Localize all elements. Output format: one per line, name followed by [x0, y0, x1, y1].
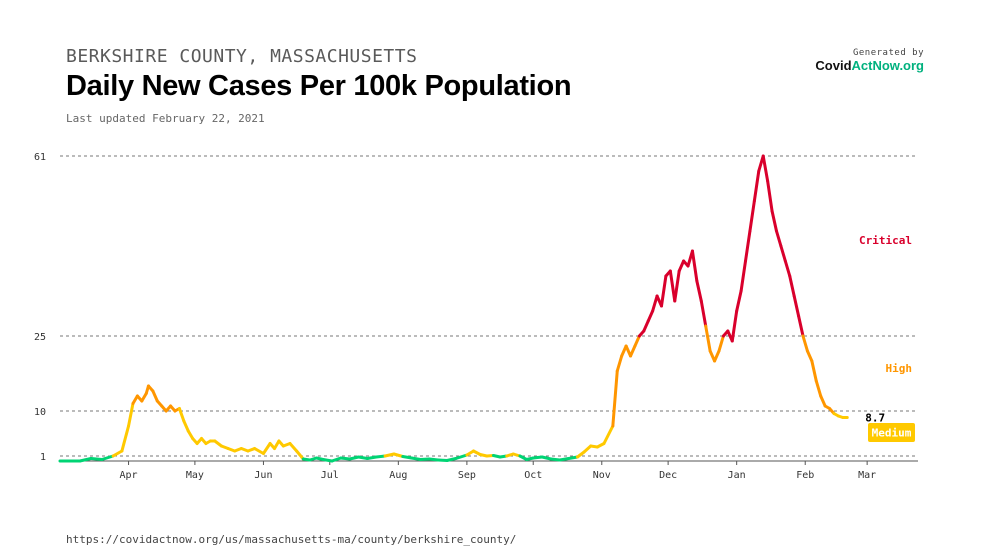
line-segment	[89, 457, 104, 461]
line-segment	[673, 269, 681, 303]
line-segment	[730, 309, 739, 343]
zone-label-high: High	[886, 362, 913, 375]
y-tick-label-61: 61	[34, 152, 46, 163]
line-segment	[651, 294, 659, 313]
line-segment	[717, 334, 725, 353]
line-segment	[748, 199, 756, 233]
line-segment	[744, 229, 752, 263]
line-segment	[770, 209, 778, 233]
line-segment	[445, 457, 458, 462]
line-segment	[78, 457, 93, 463]
line-segment	[819, 394, 827, 408]
line-segment	[801, 334, 809, 353]
x-tick-label-mar: Mar	[858, 470, 876, 481]
x-tick-label-dec: Dec	[659, 470, 677, 481]
line-segment	[690, 249, 699, 283]
line-segment	[695, 279, 703, 303]
line-segment	[100, 454, 115, 461]
line-segment	[330, 456, 343, 463]
zone-label-critical: Critical	[859, 234, 912, 247]
line-segment	[261, 442, 272, 455]
source-url[interactable]: https://covidactnow.org/us/massachusetts…	[66, 533, 517, 546]
line-segment	[713, 349, 721, 363]
chart-title: Daily New Cases Per 100k Population	[66, 70, 572, 102]
line-segment	[111, 449, 124, 458]
line-segment	[752, 169, 761, 203]
line-segment	[454, 453, 469, 460]
chart-subtitle: BERKSHIRE COUNTY, MASSACHUSETTS	[66, 46, 418, 67]
line-segment	[151, 389, 159, 403]
line-segment	[659, 274, 668, 308]
line-segment	[383, 452, 396, 458]
x-tick-label-oct: Oct	[524, 470, 542, 481]
line-segment	[253, 447, 265, 455]
line-segment	[699, 299, 708, 328]
x-tick-label-nov: Nov	[593, 470, 611, 481]
line-segment	[611, 369, 619, 428]
line-segment	[127, 402, 135, 428]
line-segment	[774, 229, 783, 248]
line-segment	[761, 154, 770, 183]
line-segment	[810, 359, 818, 383]
line-segment	[392, 452, 405, 458]
line-segment	[177, 407, 186, 423]
line-segment	[602, 424, 615, 445]
line-segment	[779, 244, 787, 263]
line-segment	[739, 259, 748, 293]
medium-badge	[868, 423, 915, 442]
x-tick-label-aug: Aug	[389, 470, 407, 481]
line-segment	[633, 334, 641, 348]
line-segment	[792, 294, 801, 318]
line-segment	[783, 259, 792, 278]
covidactnow-logo[interactable]: CovidActNow.org	[815, 58, 924, 73]
line-segment	[646, 309, 655, 323]
logo-part-3: .org	[899, 58, 924, 73]
line-segment	[797, 314, 805, 338]
y-tick-label-10: 10	[34, 407, 46, 418]
line-segment	[805, 349, 814, 363]
x-tick-label-feb: Feb	[796, 470, 814, 481]
x-tick-label-apr: Apr	[120, 470, 138, 481]
line-segment	[788, 274, 796, 298]
line-segment	[288, 442, 299, 453]
y-tick-label-25: 25	[34, 332, 46, 343]
last-updated-text: Last updated February 22, 2021	[66, 112, 265, 125]
line-segment	[615, 354, 624, 373]
last-value-label: 8.7	[865, 412, 885, 425]
line-segment	[182, 419, 190, 433]
line-segment	[766, 179, 774, 213]
y-tick-label-1: 1	[40, 452, 46, 463]
logo-part-1: Covid	[815, 58, 852, 73]
x-tick-label-jan: Jan	[728, 470, 746, 481]
line-segment	[120, 424, 131, 453]
line-segment	[295, 449, 305, 461]
line-segment	[704, 324, 712, 353]
zone-label-medium: Medium	[872, 427, 912, 440]
generated-by-text: Generated by	[852, 48, 924, 58]
x-tick-label-jun: Jun	[254, 470, 272, 481]
line-segment	[540, 455, 553, 461]
brand-block: Generated by CovidActNow.org	[815, 48, 924, 73]
line-segment	[642, 319, 650, 333]
x-tick-label-may: May	[186, 470, 204, 481]
line-segment	[348, 455, 361, 461]
line-segment	[629, 344, 637, 358]
x-tick-label-sep: Sep	[458, 470, 476, 481]
line-segment	[735, 289, 743, 313]
line-segment	[814, 379, 823, 398]
line-segment	[677, 259, 686, 273]
logo-part-2: ActNow	[851, 58, 900, 73]
x-tick-label-jul: Jul	[321, 470, 339, 481]
